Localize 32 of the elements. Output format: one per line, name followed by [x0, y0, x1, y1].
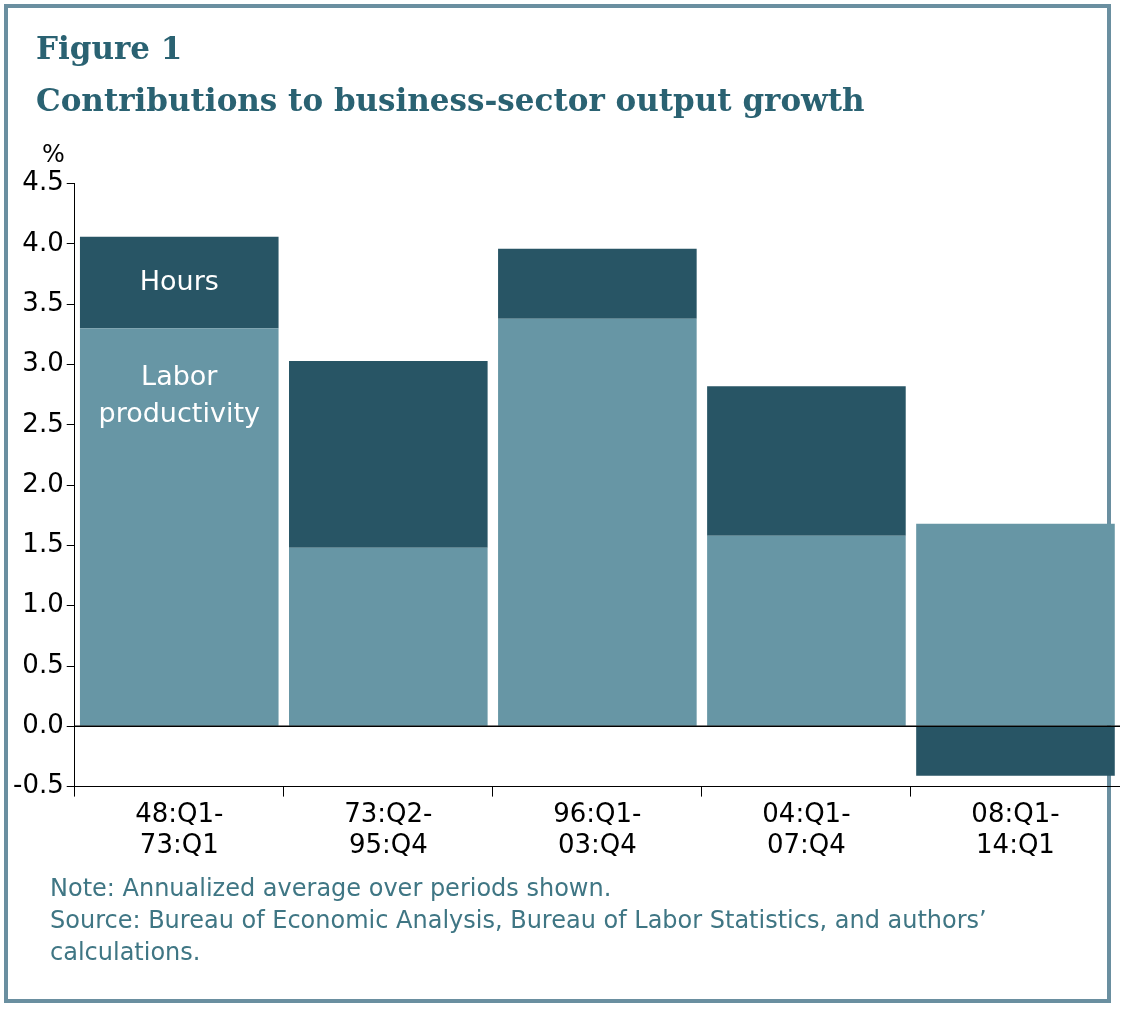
chart-title: Figure 1: [36, 30, 183, 66]
x-tick-label: 04:Q1-07:Q4: [762, 797, 851, 860]
y-tick-label: 0.5: [22, 648, 64, 679]
y-tick-label: 1.5: [22, 528, 64, 559]
bar: [707, 535, 906, 726]
y-tick-label: 2.0: [22, 467, 64, 498]
bar: [707, 386, 906, 536]
bar: [916, 726, 1115, 776]
text: Note: Annualized average over periods shown.: [50, 873, 613, 904]
series-label: Hours: [139, 264, 219, 296]
y-tick-label: 3.0: [22, 347, 64, 378]
y-tick-label: 0.0: [22, 709, 64, 740]
bar: [289, 360, 488, 548]
y-tick-label: -0.5: [13, 769, 64, 800]
bar: [79, 236, 279, 329]
x-tick-label: 96:Q1-03:Q4: [553, 797, 642, 860]
bar: [79, 328, 279, 726]
chart-subtitle: Contributions to business-sector output growth: [36, 82, 865, 118]
y-tick-label: 3.5: [22, 286, 64, 317]
bar: [498, 248, 697, 319]
x-tick-label: 48:Q1-73:Q1: [135, 797, 224, 860]
y-tick-label: 4.0: [22, 226, 64, 257]
y-axis-title: %: [42, 140, 65, 168]
x-tick-label: 08:Q1-14:Q1: [971, 797, 1060, 860]
bar: [289, 547, 488, 726]
y-tick-label: 2.5: [22, 407, 64, 438]
x-tick-label: 73:Q2-95:Q4: [344, 797, 433, 860]
y-tick-label: 1.0: [22, 588, 64, 619]
series-label: Labor productivity: [98, 360, 260, 429]
source-note: Source: Bureau of Economic Analysis, Bureau of Labor Statistics, and authors’ calculations.: [50, 905, 988, 968]
y-tick-label: 4.5: [22, 166, 64, 197]
bar: [498, 318, 697, 726]
